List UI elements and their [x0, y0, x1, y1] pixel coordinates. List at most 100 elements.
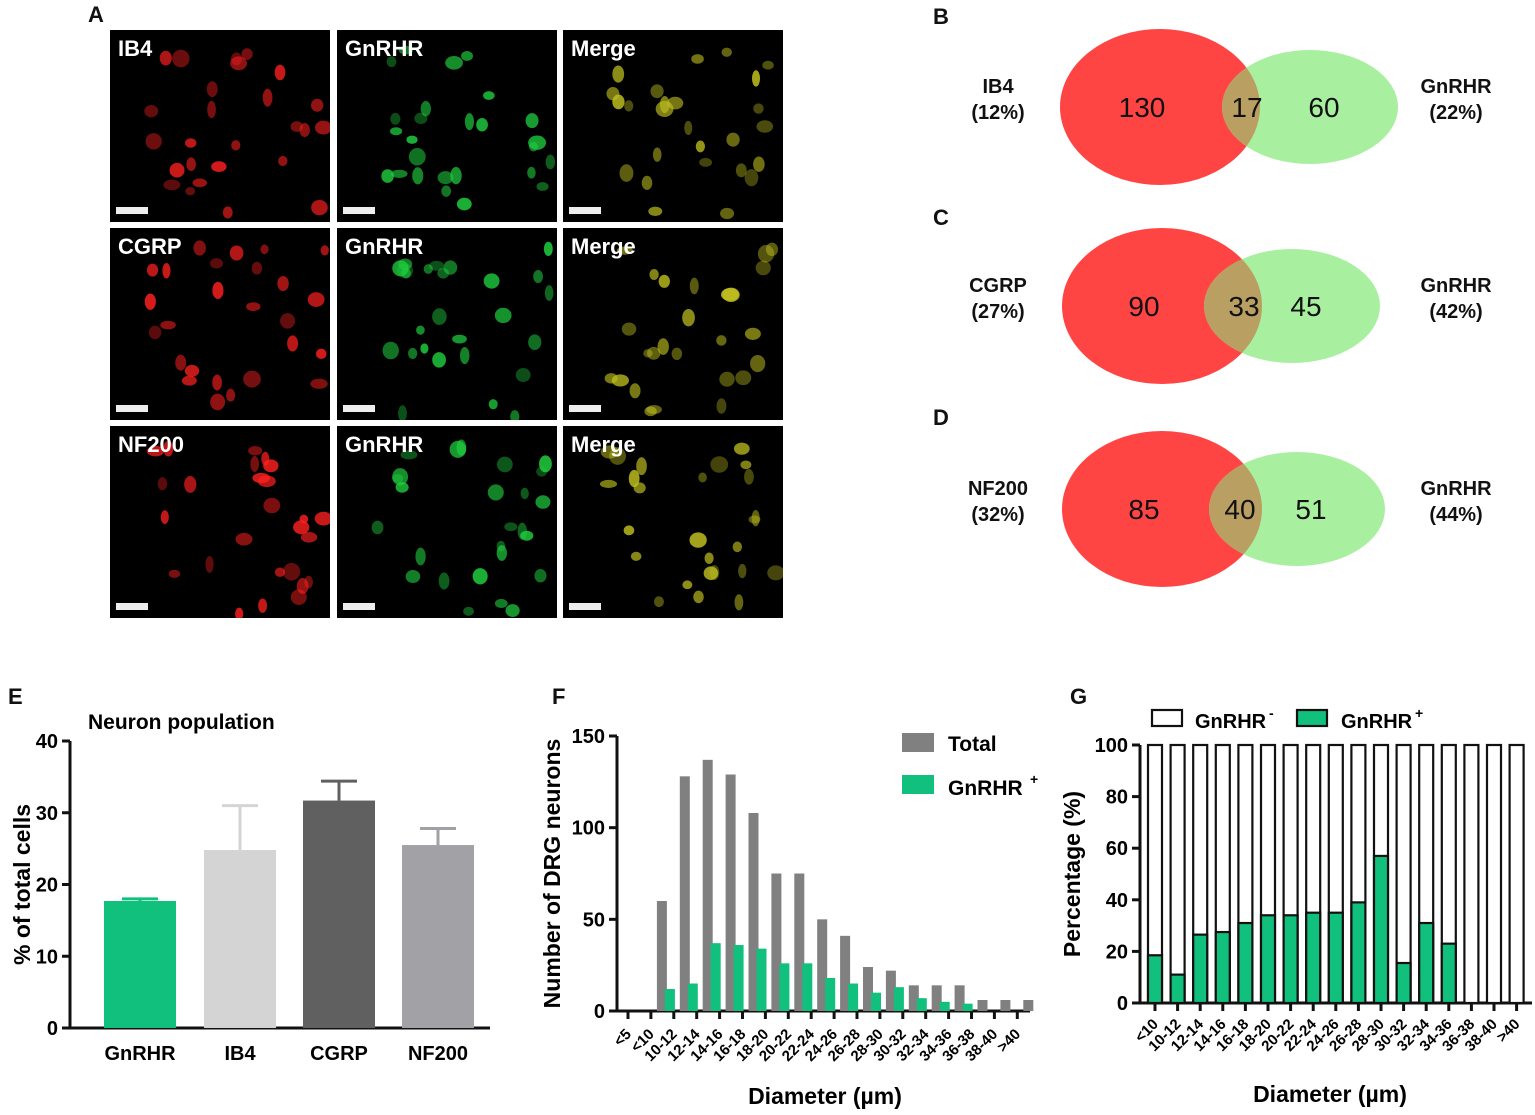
stained-cell: [450, 166, 462, 185]
stained-cell: [146, 263, 159, 277]
micrograph-label: NF200: [118, 432, 185, 457]
venn-2: 85 40 51 NF200 (32%) GnRHR (44%): [968, 431, 1492, 587]
legend-label-gnrhr: GnRHR: [948, 777, 1023, 800]
stained-cell: [296, 578, 309, 594]
micrograph-gnrhr: GnRHR: [337, 228, 557, 420]
stained-cell: [623, 525, 635, 536]
stained-cell: [744, 169, 759, 187]
cell-stain: [146, 440, 330, 618]
stained-cell: [278, 155, 288, 167]
stained-cell: [710, 456, 729, 473]
stained-cell: [146, 445, 165, 457]
stained-cell: [494, 307, 512, 324]
stained-cell: [311, 199, 328, 216]
stained-cell: [282, 562, 301, 581]
cell-stain: [381, 45, 556, 211]
venn-overlap: [1209, 452, 1262, 566]
stained-cell: [293, 520, 310, 535]
stained-cell: [534, 569, 547, 583]
stained-cell: [483, 91, 495, 100]
stained-cell: [274, 567, 286, 578]
stained-cell: [398, 45, 413, 55]
bar-total: [863, 967, 873, 1011]
stained-cell: [412, 167, 424, 185]
stained-cell: [476, 118, 488, 132]
venn-overlap-count: 17: [1231, 92, 1262, 123]
chart-title: Neuron population: [88, 711, 275, 734]
stained-cell: [496, 540, 506, 552]
venn-left-circle: [1062, 228, 1262, 384]
stained-cell: [246, 302, 261, 312]
bar-gnrhr-positive: [664, 989, 675, 1011]
stained-cell: [716, 398, 727, 414]
stained-cell: [693, 590, 704, 604]
bar-gnrhr-positive: [1192, 933, 1209, 1005]
bar-nf200: [402, 845, 474, 1028]
stained-cell: [314, 511, 330, 526]
micrograph-label: GnRHR: [345, 432, 424, 457]
stained-cell: [443, 260, 458, 275]
x-tick-label: CGRP: [310, 1043, 368, 1065]
scale-bar: [343, 405, 375, 412]
stained-cell: [207, 100, 216, 119]
venn-left-pct: (27%): [971, 301, 1024, 323]
y-tick-label: 0: [1117, 993, 1128, 1015]
stained-cell: [248, 446, 263, 456]
stained-cell: [732, 541, 742, 553]
micrograph-ib4: IB4: [110, 30, 330, 222]
stained-cell: [704, 552, 714, 564]
stained-cell: [299, 123, 310, 138]
venn-overlap: [1204, 249, 1262, 363]
stained-cell: [160, 510, 169, 525]
bar-gnrhr-positive: [1418, 921, 1435, 1005]
x-axis-label: Diameter (µm): [1253, 1081, 1407, 1107]
stained-cell: [658, 274, 670, 288]
stained-cell: [744, 468, 754, 485]
bar-gnrhr-positive: [1327, 911, 1344, 1005]
bar-gnrhr-positive: [871, 992, 881, 1011]
stained-cell: [515, 368, 531, 382]
bar-total: [702, 759, 713, 1011]
stained-cell: [408, 347, 418, 359]
x-tick-label: GnRHR: [104, 1043, 176, 1065]
venn-left-circle: [1062, 431, 1262, 587]
legend-superscript: +: [1415, 705, 1423, 721]
stained-cell: [520, 487, 529, 500]
stained-cell: [459, 346, 470, 365]
bar-total: [954, 985, 965, 1011]
stained-cell: [756, 120, 774, 133]
scale-bar: [343, 603, 375, 610]
stained-cell: [619, 164, 634, 182]
scale-bar: [569, 603, 601, 610]
stained-cell: [527, 166, 536, 179]
bar-gnrhr-positive: [962, 1003, 973, 1011]
stained-cell: [599, 479, 618, 488]
legend-label-positive: GnRHR: [1341, 711, 1413, 733]
stained-cell: [307, 292, 325, 307]
stained-cell: [735, 163, 747, 178]
stained-cell: [726, 132, 740, 147]
legend-swatch-positive: [1295, 708, 1329, 728]
stained-cell: [193, 240, 206, 256]
y-tick-label: 10: [36, 946, 58, 968]
stained-cell: [310, 98, 324, 112]
bar-gnrhr-positive: [710, 943, 721, 1011]
stained-cell: [740, 460, 752, 470]
venn-right-pct: (42%): [1429, 301, 1482, 323]
stained-cell: [212, 281, 224, 300]
stained-cell: [280, 313, 296, 329]
bar-gnrhr-positive: [1237, 921, 1254, 1005]
stained-cell: [483, 273, 500, 289]
stained-cell: [543, 241, 553, 257]
stained-cell: [420, 100, 431, 117]
stained-cell: [260, 244, 269, 255]
stained-cell: [392, 468, 409, 486]
bar-gnrhr-negative: [1508, 743, 1525, 1005]
stained-cell: [290, 121, 303, 132]
stained-cell: [648, 206, 663, 217]
stained-cell: [600, 445, 619, 459]
x-tick-label: >40: [1493, 1016, 1523, 1046]
stained-cell: [405, 570, 421, 584]
y-tick-label: 40: [36, 731, 58, 753]
